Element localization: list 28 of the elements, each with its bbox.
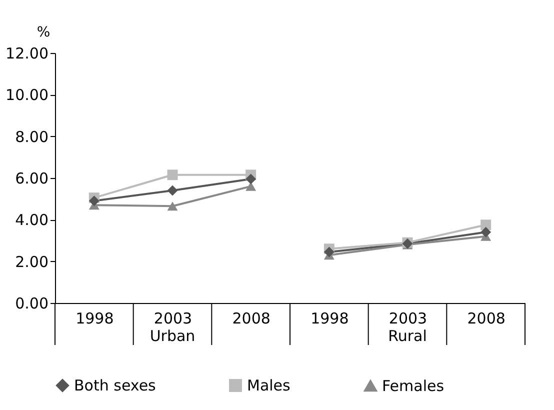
y-tick-label: 6.00 bbox=[15, 170, 48, 188]
y-axis-title: % bbox=[36, 24, 50, 40]
text: Rural bbox=[388, 327, 427, 345]
x-tick-label: 2003 bbox=[154, 310, 192, 328]
text: Urban bbox=[150, 327, 196, 345]
point bbox=[324, 246, 334, 258]
point bbox=[246, 174, 256, 184]
y-tick-label: 2.00 bbox=[15, 252, 48, 271]
point bbox=[480, 226, 492, 238]
legend-label: Females bbox=[382, 376, 444, 395]
point bbox=[167, 170, 178, 180]
x-tick-label: 2003 bbox=[388, 310, 428, 328]
x-tick-label: 2008 bbox=[467, 310, 506, 328]
legend-label: Males bbox=[247, 376, 291, 395]
point bbox=[246, 182, 256, 191]
point bbox=[167, 202, 178, 211]
x-tick-label: 1998 bbox=[310, 310, 349, 328]
legend-label: Both sexes bbox=[74, 376, 156, 395]
x-tick-label: 1998 bbox=[76, 310, 114, 328]
y-tick-label: 4.00 bbox=[15, 211, 48, 230]
y-tick-label: 8.00 bbox=[15, 128, 48, 146]
y-tick-label: 0.00 bbox=[15, 294, 48, 312]
point bbox=[167, 185, 178, 196]
point bbox=[480, 220, 492, 230]
y-tick-label: 10.00 bbox=[6, 86, 48, 104]
point bbox=[88, 196, 100, 206]
y-tick-label: 12.00 bbox=[6, 44, 48, 62]
x-tick-label: 2008 bbox=[232, 310, 270, 328]
